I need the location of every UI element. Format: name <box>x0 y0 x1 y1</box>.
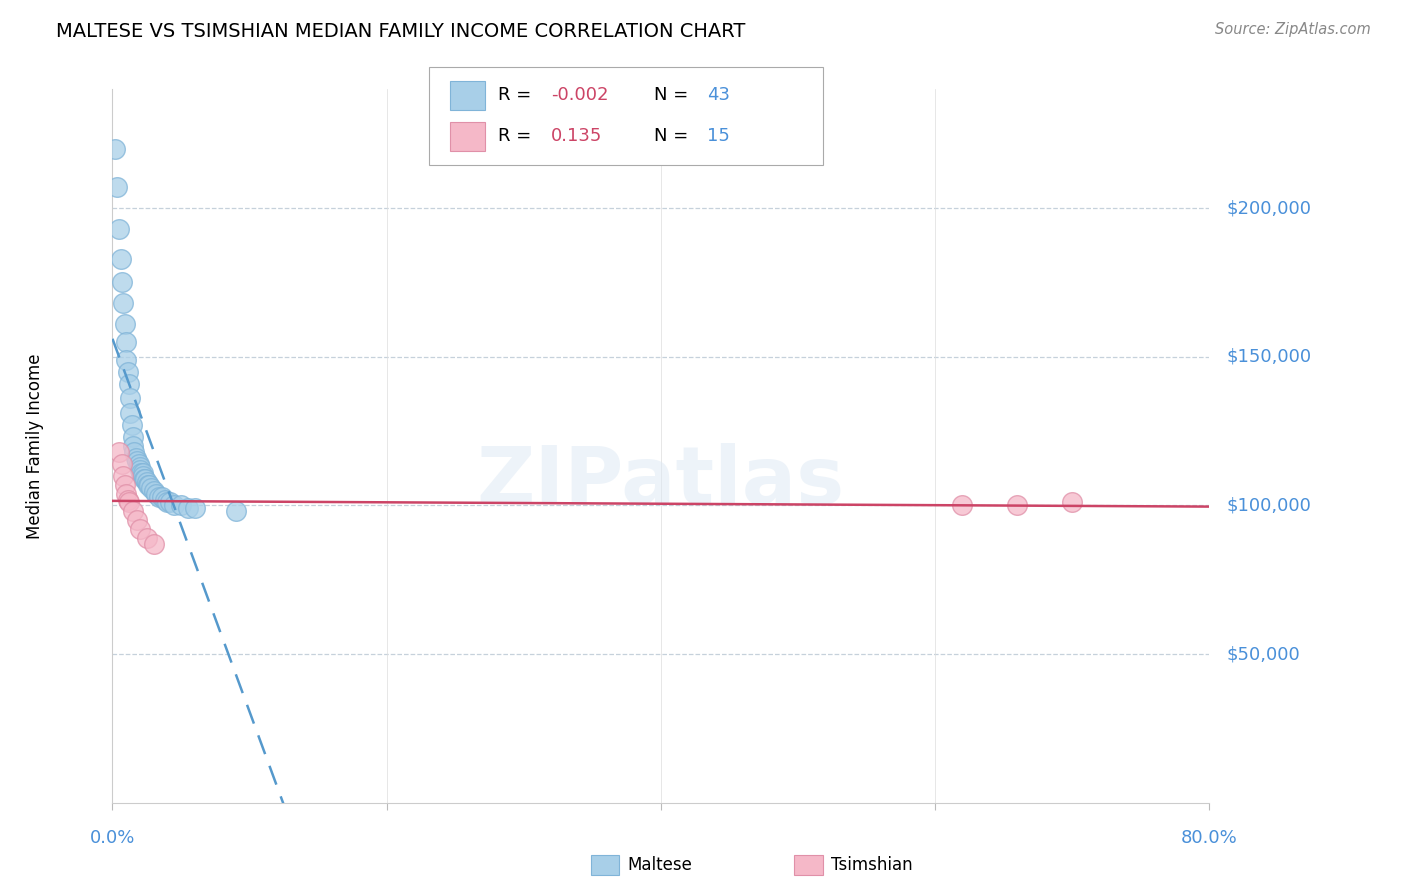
Point <box>114 317 136 331</box>
Point <box>135 531 157 545</box>
Text: 80.0%: 80.0% <box>1181 830 1237 847</box>
Text: R =: R = <box>498 128 537 145</box>
Point <box>112 468 135 483</box>
Point <box>128 457 150 471</box>
Text: 0.135: 0.135 <box>551 128 603 145</box>
Text: 43: 43 <box>707 87 730 104</box>
Point <box>131 466 153 480</box>
Text: 0.0%: 0.0% <box>90 830 135 847</box>
Text: $200,000: $200,000 <box>1226 199 1310 217</box>
Point <box>163 499 186 513</box>
Text: 15: 15 <box>707 128 730 145</box>
Point <box>142 537 165 551</box>
Point <box>120 406 142 420</box>
Point <box>115 334 138 349</box>
Point <box>131 468 153 483</box>
Point <box>150 490 173 504</box>
Point <box>127 513 149 527</box>
Point <box>183 501 207 516</box>
Point <box>120 392 142 406</box>
Point <box>114 477 136 491</box>
Text: R =: R = <box>498 87 537 104</box>
Point <box>129 522 152 536</box>
Point <box>115 352 138 367</box>
Point <box>1062 495 1084 509</box>
Point <box>111 276 134 290</box>
Point <box>127 454 149 468</box>
Point <box>129 466 152 480</box>
Point <box>108 445 131 459</box>
Point <box>153 492 176 507</box>
Point <box>225 504 247 518</box>
Text: $150,000: $150,000 <box>1226 348 1312 366</box>
Point <box>112 296 135 310</box>
Text: -0.002: -0.002 <box>551 87 609 104</box>
Point <box>145 486 167 500</box>
Text: Source: ZipAtlas.com: Source: ZipAtlas.com <box>1215 22 1371 37</box>
Point <box>138 477 160 491</box>
Point <box>1007 499 1029 513</box>
Text: $50,000: $50,000 <box>1226 645 1299 663</box>
Text: N =: N = <box>654 128 693 145</box>
Point <box>117 365 139 379</box>
Point <box>108 222 131 236</box>
Point <box>105 180 128 194</box>
Point <box>117 492 139 507</box>
Point <box>134 472 156 486</box>
Text: $100,000: $100,000 <box>1226 497 1310 515</box>
Text: ZIPatlas: ZIPatlas <box>477 442 845 521</box>
Point <box>148 490 170 504</box>
Text: Tsimshian: Tsimshian <box>831 856 912 874</box>
Text: N =: N = <box>654 87 693 104</box>
Text: Median Family Income: Median Family Income <box>27 353 44 539</box>
Point <box>132 472 155 486</box>
Point <box>122 504 145 518</box>
Text: Maltese: Maltese <box>627 856 692 874</box>
Point <box>104 142 127 156</box>
Point <box>118 376 141 391</box>
Point <box>129 459 152 474</box>
Point <box>142 483 165 498</box>
Point <box>111 457 134 471</box>
Text: MALTESE VS TSIMSHIAN MEDIAN FAMILY INCOME CORRELATION CHART: MALTESE VS TSIMSHIAN MEDIAN FAMILY INCOM… <box>56 22 745 41</box>
Point <box>122 439 145 453</box>
Point <box>115 486 138 500</box>
Point <box>118 495 141 509</box>
Point <box>125 450 148 465</box>
Point <box>121 418 143 433</box>
Point <box>159 495 181 509</box>
Point <box>124 445 146 459</box>
Point <box>129 463 152 477</box>
Point <box>136 477 159 491</box>
Point <box>110 252 132 266</box>
Point <box>139 481 162 495</box>
Point <box>170 499 193 513</box>
Point <box>952 499 974 513</box>
Point <box>156 495 179 509</box>
Point <box>122 430 145 444</box>
Point <box>135 475 157 489</box>
Point <box>177 501 200 516</box>
